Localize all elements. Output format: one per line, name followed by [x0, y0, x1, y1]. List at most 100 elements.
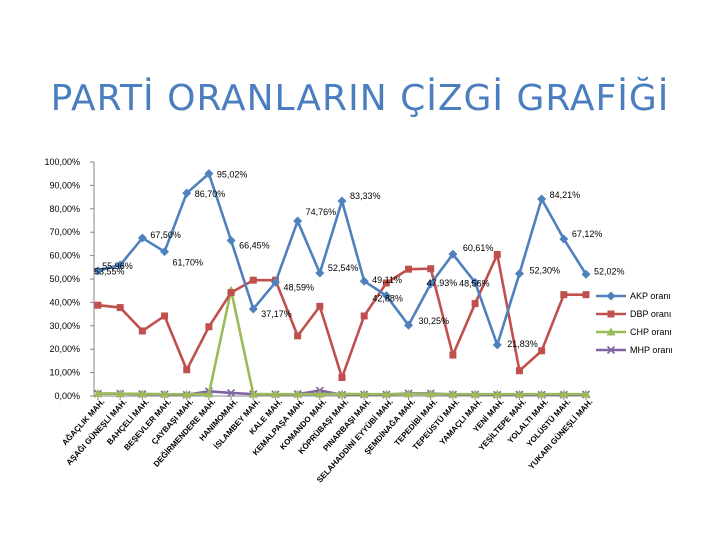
data-label: 52,30%: [529, 266, 560, 276]
data-point: [426, 279, 436, 289]
data-point: [270, 277, 280, 287]
data-label: 66,45%: [239, 241, 270, 251]
data-point: [381, 389, 391, 398]
y-tick-label: 30,00%: [49, 321, 80, 331]
data-point: [448, 249, 458, 259]
data-point: [560, 291, 568, 299]
data-point: [338, 374, 346, 382]
data-label: 48,59%: [283, 282, 314, 292]
data-point: [514, 389, 524, 398]
data-point: [607, 310, 615, 318]
data-point: [182, 389, 192, 398]
data-point: [515, 367, 523, 375]
data-point: [404, 389, 414, 398]
data-label: 42,88%: [372, 294, 403, 304]
data-label: 95,02%: [217, 170, 248, 180]
data-point: [161, 312, 169, 320]
data-point: [559, 234, 569, 244]
data-point: [115, 389, 125, 398]
legend-label: AKP oranı: [630, 291, 671, 301]
data-point: [204, 169, 214, 179]
data-point: [94, 301, 102, 309]
data-point: [315, 389, 325, 398]
data-label: 67,12%: [572, 229, 603, 239]
data-point: [581, 389, 591, 398]
data-point: [381, 291, 391, 301]
data-point: [248, 304, 258, 314]
y-tick-label: 0,00%: [54, 391, 80, 401]
data-point: [427, 265, 435, 273]
data-point: [581, 269, 591, 279]
data-label: 60,61%: [463, 243, 494, 253]
data-point: [537, 389, 547, 398]
data-point: [405, 265, 413, 273]
legend-label: DBP oranı: [630, 309, 671, 319]
data-point: [93, 388, 103, 397]
y-tick-label: 70,00%: [49, 227, 80, 237]
data-point: [359, 276, 369, 286]
chart-legend: AKP oranı DBP oranı CHP oranı MHP oranı: [596, 291, 673, 355]
data-point: [294, 332, 302, 340]
data-point: [116, 304, 124, 312]
data-point: [249, 276, 257, 284]
data-point: [293, 389, 303, 398]
legend-label: MHP oranı: [630, 345, 673, 355]
data-point: [226, 236, 236, 246]
data-point: [493, 250, 501, 258]
y-tick-label: 80,00%: [49, 204, 80, 214]
data-point: [606, 291, 616, 301]
data-point: [382, 279, 390, 287]
series-layer: [93, 169, 591, 399]
data-point: [337, 389, 347, 398]
chart-title: PARTİ ORANLARIN ÇİZGİ GRAFİĞİ: [50, 78, 670, 119]
data-point: [137, 233, 147, 243]
data-point: [315, 268, 325, 278]
data-label: 86,70%: [195, 189, 226, 199]
data-point: [337, 196, 347, 206]
data-labels: 53,55%55,96% 67,50% 61,70% 86,70% 95,02% 66,4…: [94, 170, 625, 349]
data-point: [470, 277, 480, 287]
data-label: 52,54%: [328, 263, 359, 273]
data-point: [205, 323, 213, 331]
data-point: [227, 289, 235, 297]
data-point: [227, 388, 236, 398]
data-point: [183, 366, 191, 374]
data-point: [538, 347, 546, 355]
y-tick-label: 60,00%: [49, 251, 80, 261]
data-label: 84,21%: [550, 190, 581, 200]
data-label: 74,76%: [306, 207, 337, 217]
data-point: [160, 389, 170, 398]
data-point: [471, 300, 479, 308]
data-point: [137, 389, 147, 398]
y-tick-label: 40,00%: [49, 297, 80, 307]
data-label: 21,83%: [507, 339, 538, 349]
data-point: [204, 389, 214, 398]
data-point: [160, 247, 170, 257]
y-tick-label: 100,00%: [44, 157, 80, 167]
data-label: 48,56%: [459, 278, 490, 288]
data-point: [316, 302, 324, 310]
data-label: 49,11%: [372, 275, 402, 285]
data-point: [537, 194, 547, 204]
data-label: 61,70%: [173, 258, 204, 268]
data-label: 30,25%: [419, 316, 450, 326]
data-point: [559, 389, 569, 398]
data-label: 83,33%: [350, 191, 381, 201]
data-point: [404, 320, 414, 330]
y-tick-label: 10,00%: [49, 368, 80, 378]
data-label: 55,96%: [102, 261, 133, 271]
data-point: [93, 266, 103, 276]
data-point: [492, 389, 502, 398]
data-label: 37,17%: [261, 309, 292, 319]
data-point: [115, 260, 125, 270]
data-point: [248, 389, 258, 398]
y-tick-label: 50,00%: [49, 274, 80, 284]
data-label: 52,02%: [594, 266, 625, 276]
data-label: 53,55%: [94, 267, 125, 277]
data-point: [426, 389, 436, 398]
data-point: [606, 327, 616, 336]
data-point: [270, 389, 280, 398]
data-point: [582, 291, 590, 299]
y-tick-label: 90,00%: [49, 180, 80, 190]
